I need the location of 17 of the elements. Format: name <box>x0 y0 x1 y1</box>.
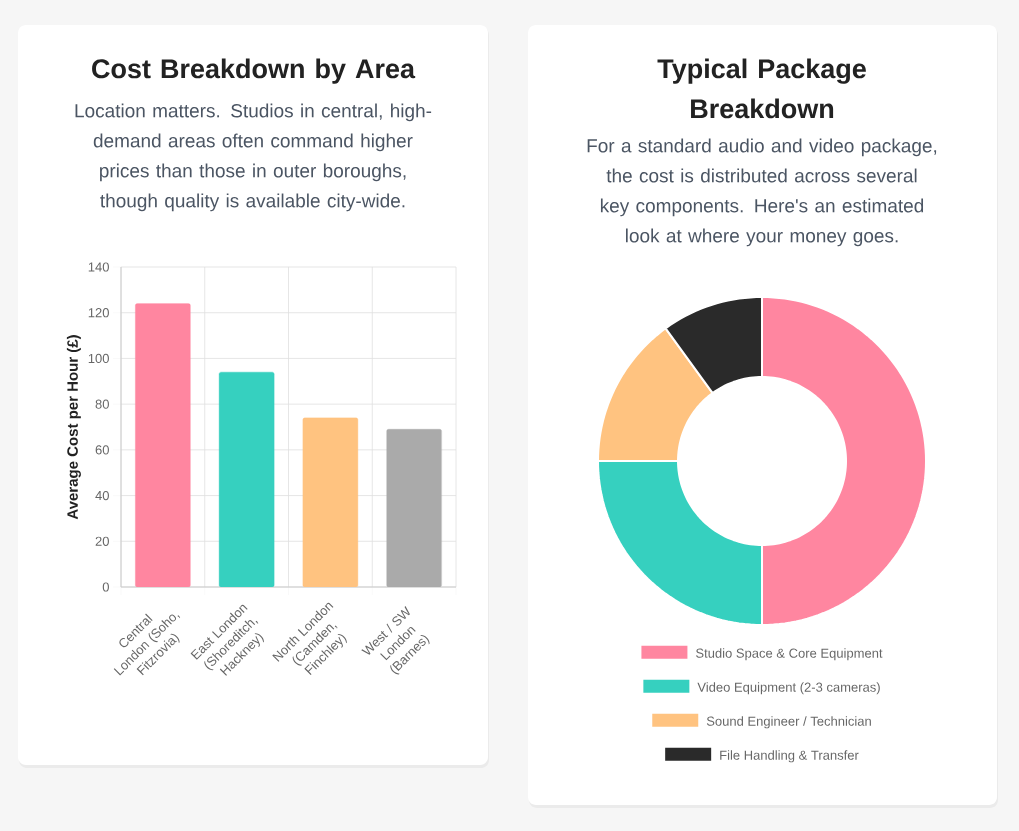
y-tick-label: 20 <box>95 536 109 546</box>
y-tick-label: 0 <box>102 582 109 592</box>
y-tick-label: 40 <box>95 490 109 501</box>
chart-subtitle: For a standard audio and video package, the cost is distributed across several key components. Here's an estimated look at where your money goes. <box>587 138 937 247</box>
chart-title: Typical Package Breakdown <box>657 58 866 119</box>
chart-subtitle: Location matters. Studios in central, high-demand areas often command higher prices than those in outer boroughs, though quality is available city-wide. <box>75 103 432 212</box>
legend-label: Studio Space & Core Equipment <box>696 648 883 661</box>
chart-title: Cost Breakdown by Area <box>92 58 416 84</box>
y-tick-label: 60 <box>95 445 109 455</box>
y-axis-title: Average Cost per Hour (£) <box>66 335 81 520</box>
legend-label: Video Equipment (2-3 cameras) <box>697 682 880 695</box>
y-tick-label: 120 <box>88 308 109 318</box>
legend-label: Sound Engineer / Technician <box>706 716 871 729</box>
legend-label: File Handling & Transfer <box>720 750 859 763</box>
y-tick-label: 100 <box>88 353 109 364</box>
y-tick-label: 140 <box>88 262 109 272</box>
y-tick-label: 80 <box>95 399 109 409</box>
